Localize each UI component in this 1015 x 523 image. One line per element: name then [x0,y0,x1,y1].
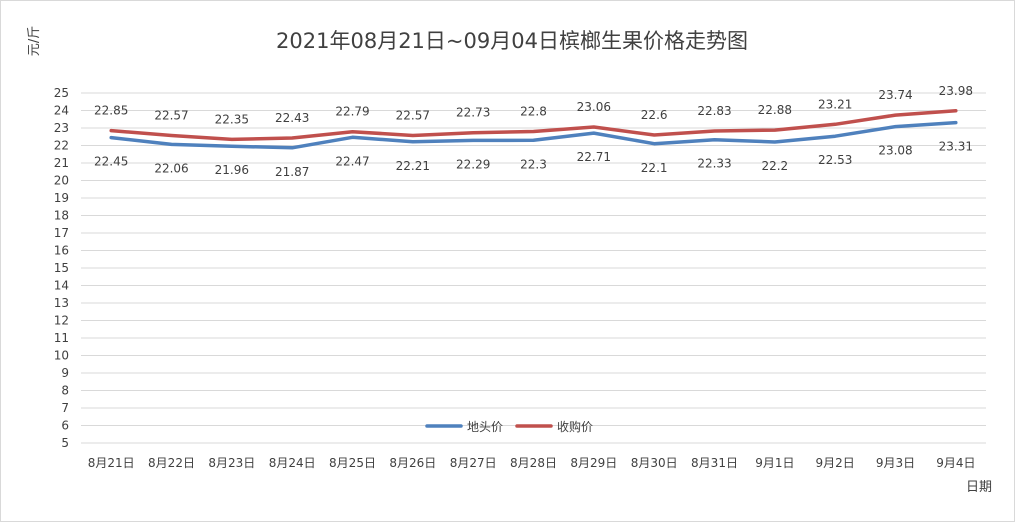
y-tick-label: 9 [61,366,69,380]
data-label: 22.45 [94,155,128,169]
series-lines [109,109,958,150]
data-label: 22.33 [697,157,731,171]
x-tick-label: 8月29日 [570,456,617,470]
data-label: 23.98 [939,84,973,98]
x-tick-label: 8月23日 [208,456,255,470]
y-tick-label: 21 [54,156,69,170]
data-label: 22.29 [456,157,490,171]
legend-label: 收购价 [557,419,593,434]
data-label: 22.21 [396,159,430,173]
x-tick-label: 9月1日 [755,456,794,470]
data-label: 23.06 [577,100,611,114]
y-tick-label: 14 [54,279,69,293]
x-tick-label: 8月22日 [148,456,195,470]
data-label: 22.85 [94,104,128,118]
x-tick-label: 9月3日 [876,456,915,470]
series-line-1 [109,109,958,142]
y-tick-label: 16 [54,244,69,258]
data-label: 23.74 [878,88,912,102]
x-tick-label: 8月21日 [88,456,135,470]
data-label: 22.35 [215,112,249,126]
data-label: 22.53 [818,153,852,167]
x-tick-label: 9月2日 [816,456,855,470]
y-tick-label: 23 [54,121,69,135]
data-label: 22.73 [456,106,490,120]
legend-label: 地头价 [467,420,503,434]
y-tick-label: 13 [54,296,69,310]
data-label: 22.2 [761,159,788,173]
y-axis-title: 元/斤 [27,26,42,56]
series-line-0 [109,120,958,150]
y-tick-label: 5 [61,436,69,450]
data-label: 23.21 [818,97,852,111]
data-label: 22.3 [520,157,547,171]
data-label: 22.83 [697,104,731,118]
x-tick-label: 8月25日 [329,456,376,470]
y-tick-label: 10 [54,349,69,363]
data-labels: 22.45 22.06 21.96 21.87 22.47 22.21 22.29 22.3 2… [94,84,973,179]
y-tick-label: 6 [61,419,69,433]
y-tick-label: 8 [61,384,69,398]
data-label: 22.88 [758,103,792,117]
data-label: 22.8 [520,105,547,119]
data-label: 22.57 [396,109,430,123]
x-tick-label: 8月30日 [631,456,678,470]
y-tick-label: 12 [54,314,69,328]
x-axis-ticks: 8月21日 8月22日 8月23日 8月24日 8月25日 8月26日 8月27日 8月28日… [88,456,976,470]
y-tick-label: 11 [54,331,69,345]
y-tick-label: 15 [54,261,69,275]
data-label: 23.31 [939,140,973,154]
y-tick-label: 7 [61,401,69,415]
chart-title: 2021年08月21日~09月04日槟榔生果价格走势图 [276,29,748,53]
data-label: 22.06 [154,161,188,175]
data-label: 21.87 [275,165,309,179]
data-label: 22.57 [154,109,188,123]
y-tick-label: 18 [54,209,69,223]
data-label: 21.96 [215,163,249,177]
data-label: 22.79 [335,105,369,119]
x-tick-label: 8月27日 [450,456,497,470]
y-tick-label: 17 [54,226,69,240]
data-label: 22.47 [335,154,369,168]
x-axis-title: 日期 [966,480,992,495]
y-tick-label: 25 [54,86,69,100]
gridlines [81,92,986,444]
y-tick-label: 24 [54,104,69,118]
legend: 地头价 收购价 [425,419,593,434]
data-label: 22.43 [275,111,309,125]
x-tick-label: 8月28日 [510,456,557,470]
data-label: 22.6 [641,108,668,122]
y-tick-label: 19 [54,191,69,205]
y-axis-ticks: 5 6 7 8 9 10 11 12 13 14 15 16 17 18 19 20 21 22 23 24 25 [54,86,69,450]
x-tick-label: 9月4日 [936,456,975,470]
data-label: 22.71 [577,150,611,164]
data-label: 23.08 [878,144,912,158]
y-tick-label: 20 [54,174,69,188]
y-tick-label: 22 [54,139,69,153]
x-tick-label: 8月24日 [269,456,316,470]
x-tick-label: 8月26日 [389,456,436,470]
x-tick-label: 8月31日 [691,456,738,470]
data-label: 22.1 [641,161,668,175]
